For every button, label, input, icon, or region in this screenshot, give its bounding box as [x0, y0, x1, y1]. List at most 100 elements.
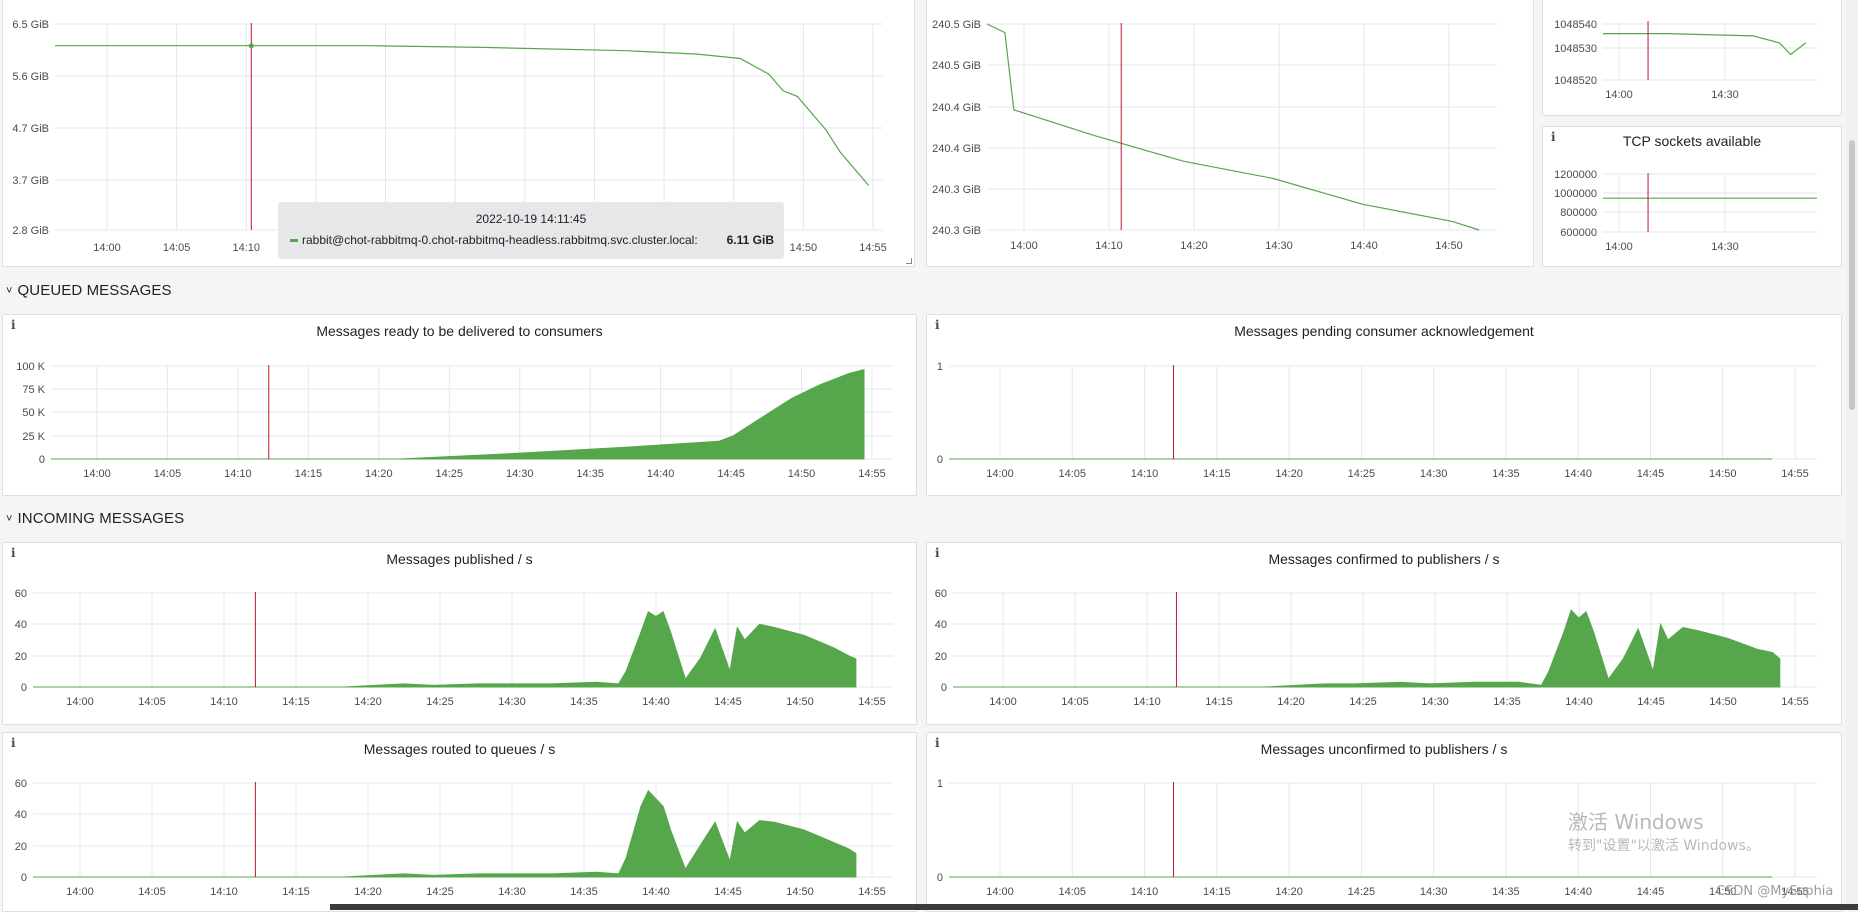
y-tick-label: 100 K — [16, 361, 45, 373]
y-tick-label: 40 — [15, 809, 27, 821]
x-tick-label: 14:20 — [1275, 886, 1303, 898]
y-tick-label: 6.5 GiB — [12, 19, 49, 31]
x-tick-label: 14:50 — [1709, 696, 1737, 708]
x-tick-label: 14:15 — [1203, 468, 1231, 480]
y-tick-label: 0 — [21, 872, 27, 884]
x-tick-label: 14:05 — [1059, 886, 1087, 898]
x-tick-label: 14:50 — [786, 696, 814, 708]
x-tick-label: 14:05 — [1061, 696, 1089, 708]
x-tick-label: 14:30 — [1711, 241, 1739, 253]
y-tick-label: 20 — [935, 651, 947, 663]
x-tick-label: 14:20 — [354, 696, 382, 708]
x-tick-label: 14:00 — [66, 696, 94, 708]
x-tick-label: 14:30 — [1421, 696, 1449, 708]
x-tick-label: 14:05 — [138, 696, 166, 708]
y-tick-label: 240.4 GiB — [932, 102, 981, 114]
x-tick-label: 14:45 — [1637, 696, 1665, 708]
y-tick-label: 20 — [15, 651, 27, 663]
x-tick-label: 14:25 — [426, 696, 454, 708]
y-tick-label: 1048520 — [1554, 75, 1597, 87]
tooltip-series-name: rabbit@chot-rabbitmq-0.chot-rabbitmq-hea… — [302, 233, 698, 247]
series-line — [1603, 34, 1806, 55]
x-tick-label: 14:30 — [1265, 240, 1293, 252]
series-area — [33, 612, 856, 687]
x-tick-label: 14:10 — [210, 886, 238, 898]
x-tick-label: 14:40 — [1564, 468, 1592, 480]
x-tick-label: 14:15 — [1205, 696, 1233, 708]
x-tick-label: 14:05 — [154, 468, 182, 480]
x-tick-label: 14:00 — [93, 242, 121, 254]
x-tick-label: 14:00 — [1010, 240, 1038, 252]
series-swatch — [290, 239, 298, 242]
x-tick-label: 14:45 — [714, 886, 742, 898]
x-tick-label: 14:40 — [1565, 696, 1593, 708]
y-tick-label: 40 — [935, 619, 947, 631]
x-tick-label: 14:05 — [163, 242, 191, 254]
y-tick-label: 2.8 GiB — [12, 225, 49, 237]
x-tick-label: 14:10 — [224, 468, 252, 480]
y-tick-label: 240.4 GiB — [932, 143, 981, 155]
x-tick-label: 14:50 — [788, 468, 816, 480]
y-tick-label: 1200000 — [1554, 169, 1597, 181]
x-tick-label: 14:10 — [233, 242, 261, 254]
x-tick-label: 14:55 — [858, 468, 886, 480]
x-tick-label: 14:00 — [83, 468, 111, 480]
x-tick-label: 14:45 — [1637, 886, 1665, 898]
activation-watermark-title: 激活 Windows — [1568, 806, 1704, 835]
x-tick-label: 14:05 — [138, 886, 166, 898]
panel-resize-handle[interactable] — [906, 258, 912, 264]
y-tick-label: 0 — [937, 872, 943, 884]
scrollbar-thumb[interactable] — [1849, 140, 1855, 410]
page-scrollbar[interactable] — [1846, 0, 1858, 910]
y-tick-label: 75 K — [22, 384, 45, 396]
messages-pending-panel: i Messages pending consumer acknowledgem… — [926, 314, 1842, 496]
x-tick-label: 14:25 — [436, 468, 464, 480]
y-tick-label: 4.7 GiB — [12, 123, 49, 135]
x-tick-label: 14:25 — [426, 886, 454, 898]
y-tick-label: 60 — [935, 588, 947, 600]
x-tick-label: 14:40 — [1350, 240, 1378, 252]
x-tick-label: 14:35 — [1492, 468, 1520, 480]
x-tick-label: 14:00 — [1605, 89, 1633, 101]
row-header-queued[interactable]: ˅QUEUED MESSAGES — [6, 282, 172, 299]
x-tick-label: 14:25 — [1348, 886, 1376, 898]
tooltip-date: 2022-10-19 14:11:45 — [278, 212, 784, 226]
y-tick-label: 0 — [937, 454, 943, 466]
y-tick-label: 60 — [15, 778, 27, 790]
x-tick-label: 14:45 — [714, 696, 742, 708]
x-tick-label: 14:10 — [210, 696, 238, 708]
y-tick-label: 0 — [941, 682, 947, 694]
x-tick-label: 14:05 — [1059, 468, 1087, 480]
y-tick-label: 240.3 GiB — [932, 225, 981, 237]
row-header-incoming[interactable]: ˅INCOMING MESSAGES — [6, 510, 184, 527]
x-tick-label: 14:55 — [1781, 468, 1809, 480]
credit-watermark: CSDN @MySophia — [1716, 884, 1833, 899]
x-tick-label: 14:40 — [1564, 886, 1592, 898]
x-tick-label: 14:10 — [1095, 240, 1123, 252]
chevron-down-icon: ˅ — [6, 513, 13, 525]
x-tick-label: 14:15 — [1203, 886, 1231, 898]
x-tick-label: 14:20 — [1180, 240, 1208, 252]
x-tick-label: 14:15 — [282, 696, 310, 708]
y-tick-label: 3.7 GiB — [12, 175, 49, 187]
row-header-label: QUEUED MESSAGES — [18, 282, 172, 299]
x-tick-label: 14:45 — [717, 468, 745, 480]
y-tick-label: 1 — [937, 778, 943, 790]
x-tick-label: 14:50 — [1435, 240, 1463, 252]
x-tick-label: 14:25 — [1349, 696, 1377, 708]
x-tick-label: 14:55 — [1781, 696, 1809, 708]
y-tick-label: 40 — [15, 619, 27, 631]
y-tick-label: 25 K — [22, 431, 45, 443]
y-tick-label: 800000 — [1560, 207, 1597, 219]
